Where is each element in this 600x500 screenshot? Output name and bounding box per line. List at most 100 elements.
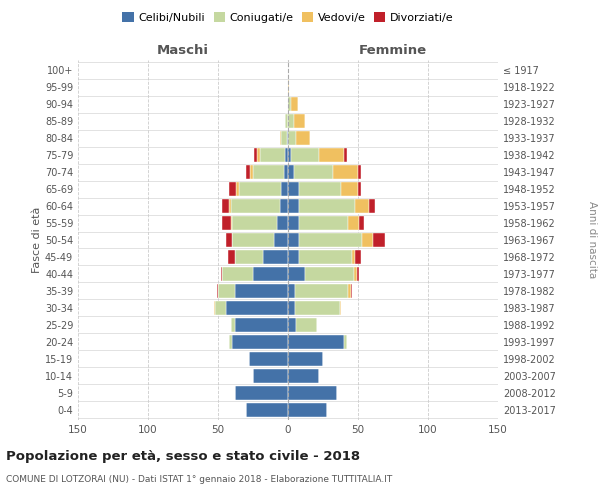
Bar (226, 300, 288, 315)
Bar (222, 216, 230, 230)
Bar (355, 199, 369, 214)
Bar (358, 182, 361, 196)
Bar (284, 165, 288, 180)
Bar (341, 182, 358, 196)
Bar (229, 182, 236, 196)
Bar (232, 233, 274, 247)
Bar (254, 148, 257, 162)
Bar (319, 148, 344, 162)
Bar (230, 216, 232, 230)
Bar (230, 318, 235, 332)
Bar (369, 199, 375, 214)
Bar (253, 368, 288, 383)
Bar (299, 182, 341, 196)
Bar (281, 131, 287, 146)
Bar (288, 334, 344, 349)
Bar (287, 131, 288, 146)
Bar (288, 318, 296, 332)
Bar (288, 386, 337, 400)
Bar (215, 300, 226, 315)
Bar (288, 165, 293, 180)
Bar (352, 250, 355, 264)
Bar (340, 300, 341, 315)
Bar (253, 266, 288, 281)
Bar (293, 165, 333, 180)
Bar (359, 216, 364, 230)
Bar (291, 148, 319, 162)
Bar (281, 182, 288, 196)
Bar (288, 284, 295, 298)
Bar (218, 284, 235, 298)
Bar (285, 114, 288, 128)
Bar (288, 402, 327, 417)
Bar (232, 216, 277, 230)
Bar (257, 148, 260, 162)
Bar (236, 182, 239, 196)
Bar (296, 131, 310, 146)
Bar (222, 266, 253, 281)
Text: Femmine: Femmine (359, 44, 427, 57)
Bar (351, 284, 352, 298)
Bar (235, 318, 288, 332)
Bar (263, 250, 288, 264)
Bar (358, 165, 361, 180)
Bar (293, 114, 305, 128)
Bar (348, 216, 359, 230)
Bar (299, 199, 355, 214)
Bar (355, 250, 361, 264)
Bar (253, 165, 284, 180)
Bar (280, 199, 288, 214)
Bar (235, 386, 288, 400)
Bar (344, 148, 347, 162)
Bar (291, 97, 298, 112)
Bar (274, 233, 288, 247)
Bar (229, 334, 232, 349)
Bar (354, 266, 356, 281)
Bar (217, 284, 218, 298)
Bar (214, 300, 215, 315)
Bar (299, 250, 352, 264)
Bar (239, 182, 281, 196)
Bar (356, 266, 359, 281)
Bar (235, 284, 288, 298)
Y-axis label: Fasce di età: Fasce di età (32, 207, 42, 273)
Bar (235, 250, 263, 264)
Bar (288, 300, 295, 315)
Bar (288, 266, 305, 281)
Bar (288, 131, 296, 146)
Bar (299, 233, 362, 247)
Bar (246, 402, 288, 417)
Bar (296, 318, 317, 332)
Bar (228, 250, 235, 264)
Bar (226, 233, 232, 247)
Bar (222, 199, 229, 214)
Text: COMUNE DI LOTZORAI (NU) - Dati ISTAT 1° gennaio 2018 - Elaborazione TUTTITALIA.I: COMUNE DI LOTZORAI (NU) - Dati ISTAT 1° … (6, 475, 392, 484)
Bar (362, 233, 373, 247)
Bar (288, 352, 323, 366)
Text: Popolazione per età, sesso e stato civile - 2018: Popolazione per età, sesso e stato civil… (6, 450, 360, 463)
Bar (250, 165, 253, 180)
Text: Anni di nascita: Anni di nascita (587, 202, 597, 278)
Bar (288, 148, 291, 162)
Bar (288, 182, 299, 196)
Bar (288, 368, 319, 383)
Bar (348, 284, 351, 298)
Text: Maschi: Maschi (157, 44, 209, 57)
Bar (299, 216, 348, 230)
Bar (373, 233, 385, 247)
Bar (288, 80, 289, 94)
Bar (295, 300, 340, 315)
Bar (288, 250, 299, 264)
Bar (285, 148, 288, 162)
Bar (305, 266, 354, 281)
Bar (288, 97, 291, 112)
Bar (230, 199, 280, 214)
Bar (232, 334, 288, 349)
Bar (288, 114, 293, 128)
Bar (288, 199, 299, 214)
Bar (277, 216, 288, 230)
Bar (295, 284, 348, 298)
Bar (280, 131, 281, 146)
Bar (246, 165, 250, 180)
Bar (260, 148, 285, 162)
